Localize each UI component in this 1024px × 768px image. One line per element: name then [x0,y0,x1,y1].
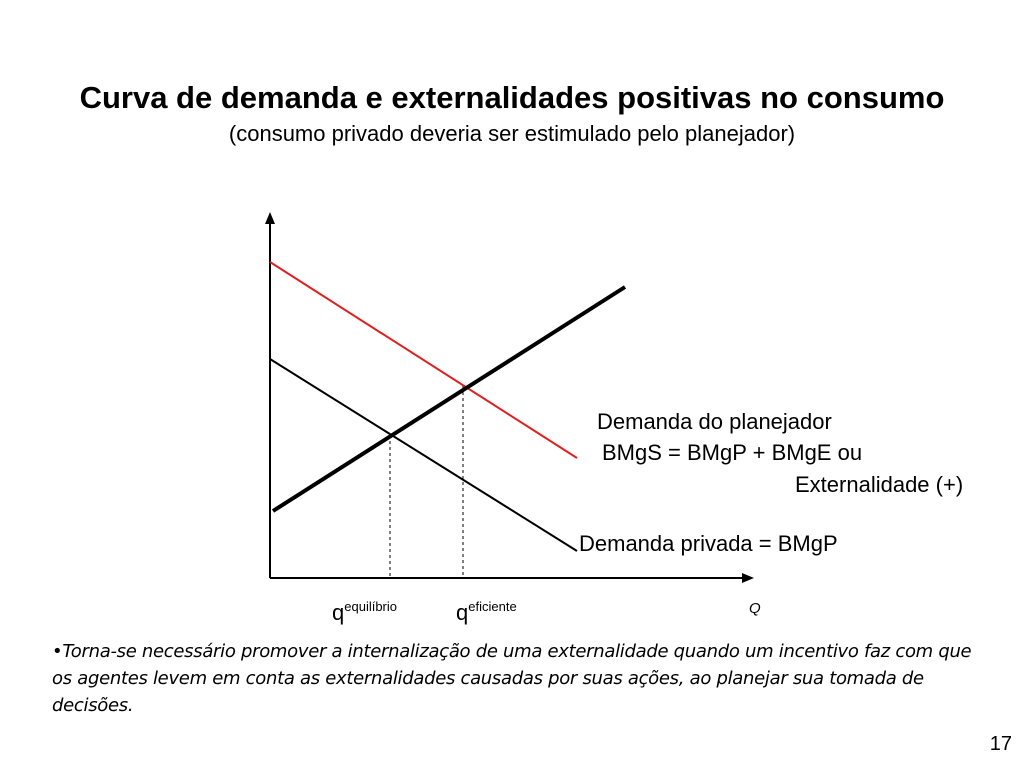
slide-title: Curva de demanda e externalidades positi… [79,80,945,115]
x-axis-arrow [742,573,754,583]
bmgs-formula-label: BMgS = BMgP + BMgE ou [602,440,863,465]
slide-subtitle: (consumo privado deveria ser estimulado … [228,121,796,146]
q-eficiente-label: qeficiente [456,599,517,625]
private-demand-label: Demanda privada = BMgP [579,531,838,556]
private-demand-curve [269,358,578,552]
planner-demand-label: Demanda do planejador [597,409,832,434]
supply-curve [271,285,627,513]
page-number: 17 [989,733,1012,755]
q-equilibrio-label: qequilíbrio [332,599,398,625]
x-axis-label: Q [749,600,761,617]
externality-label: Externalidade (+) [795,472,964,497]
bullet-note: •Torna-se necessário promover a internal… [52,641,972,716]
y-axis-arrow [265,212,275,224]
planner-demand-curve [269,261,578,459]
